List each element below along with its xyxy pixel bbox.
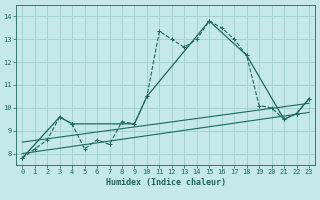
X-axis label: Humidex (Indice chaleur): Humidex (Indice chaleur): [106, 178, 226, 187]
